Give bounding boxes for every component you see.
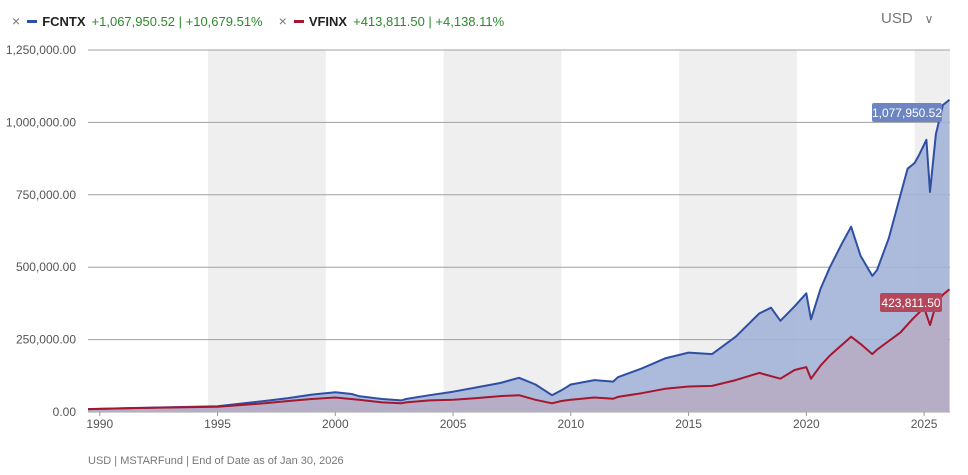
fcntx-end-label: 1,077,950.52	[872, 106, 942, 120]
legend-item-vfinx: × VFINX +413,811.50 | +4,138.11%	[279, 13, 505, 29]
x-tick-label: 2020	[793, 417, 820, 431]
legend-item-fcntx: × FCNTX +1,067,950.52 | +10,679.51%	[12, 13, 263, 29]
legend-ticker-fcntx: FCNTX	[42, 13, 86, 29]
y-tick-label: 0.00	[53, 405, 77, 419]
x-tick-label: 2010	[557, 417, 584, 431]
y-tick-label: 250,000.00	[16, 333, 76, 347]
x-tick-label: 2000	[322, 417, 349, 431]
y-tick-label: 1,000,000.00	[6, 115, 76, 129]
legend-ticker-vfinx: VFINX	[308, 13, 348, 29]
x-tick-label: 1990	[86, 417, 113, 431]
chevron-down-icon: ∨	[924, 11, 934, 26]
y-tick-label: 750,000.00	[16, 188, 76, 202]
fcntx-swatch	[27, 19, 38, 23]
shaded-period-0	[208, 50, 326, 412]
fcntx-end-label-box	[872, 103, 942, 122]
chart-legend: × FCNTX +1,067,950.52 | +10,679.51% × VF…	[12, 11, 520, 31]
x-tick-label: 2015	[675, 417, 702, 431]
growth-chart: 1,077,950.52 423,811.50 1,250,000.00 1,000…	[6, 43, 951, 431]
vfinx-end-label: 423,811.50	[881, 296, 940, 310]
x-tick-label: 2005	[440, 417, 467, 431]
remove-fcntx-icon[interactable]: ×	[12, 13, 21, 29]
chart-footer: USD | MSTARFund | End of Date as of Jan …	[88, 455, 344, 467]
x-tick-label: 2025	[911, 417, 938, 431]
y-tick-label: 1,250,000.00	[6, 43, 76, 57]
y-tick-label: 500,000.00	[16, 260, 76, 274]
legend-summary-fcntx: +1,067,950.52 | +10,679.51%	[91, 13, 263, 29]
legend-summary-vfinx: +413,811.50 | +4,138.11%	[353, 13, 505, 29]
x-tick-label: 1995	[204, 417, 231, 431]
fcntx-line	[87, 99, 951, 411]
currency-selector[interactable]: USD ∨	[881, 10, 933, 27]
shaded-period-1	[443, 50, 562, 412]
currency-label: USD	[881, 10, 913, 27]
remove-vfinx-icon[interactable]: ×	[278, 13, 287, 29]
vfinx-swatch	[293, 19, 304, 23]
vfinx-line	[87, 288, 951, 411]
vfinx-end-label-box	[880, 293, 942, 312]
